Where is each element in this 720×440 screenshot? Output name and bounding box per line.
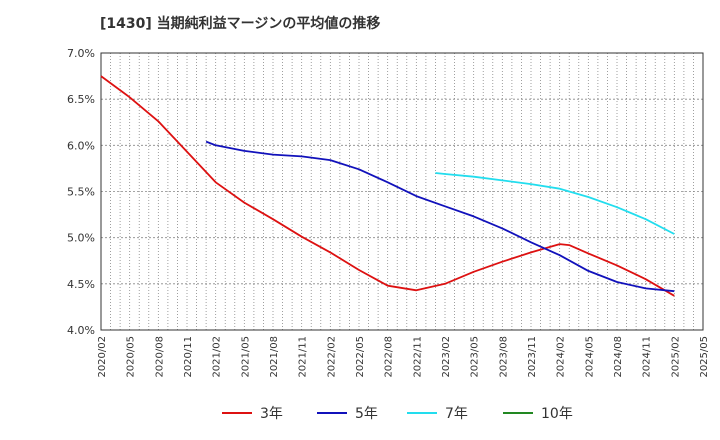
legend-label: 3年 [260,406,283,422]
x-tick-label: 2024/11 [642,336,653,378]
x-tick-label: 2025/05 [699,336,710,378]
x-tick-label: 2021/05 [240,336,251,378]
y-tick-label: 6.0% [67,139,95,152]
x-tick-label: 2020/11 [183,336,194,378]
x-tick-label: 2021/08 [269,336,280,378]
x-tick-label: 2022/05 [355,336,366,378]
legend-label: 10年 [541,406,573,422]
legend-item: 7年 [407,406,468,422]
legend-label: 5年 [355,406,378,422]
x-tick-label: 2023/02 [441,336,452,378]
plot-frame [100,52,704,331]
x-tick-label: 2025/02 [670,336,681,378]
y-tick-label: 4.5% [67,278,95,291]
legend-item: 10年 [503,406,573,422]
x-tick-label: 2024/08 [613,336,624,378]
x-tick-label: 2023/05 [470,336,481,378]
y-tick-label: 6.5% [67,93,95,106]
y-axis-ticks: 7.0% 6.5% 6.0% 5.5% 5.0% 4.5% 4.0% [67,47,95,337]
x-tick-label: 2023/08 [498,336,509,378]
legend-item: 3年 [222,406,283,422]
series-line [205,140,675,293]
x-tick-label: 2021/02 [212,336,223,378]
series-lines [100,75,675,297]
x-tick-label: 2023/11 [527,336,538,378]
series-line [435,172,675,235]
y-tick-label: 7.0% [67,47,95,60]
x-tick-label: 2020/02 [97,336,108,378]
y-tick-label: 5.0% [67,232,95,245]
x-tick-label: 2022/08 [384,336,395,378]
x-tick-label: 2024/02 [556,336,567,378]
x-tick-label: 2020/05 [126,336,137,378]
series-line [100,75,675,297]
legend-label: 7年 [445,406,468,422]
y-tick-label: 5.5% [67,186,95,199]
x-tick-label: 2022/11 [412,336,423,378]
x-tick-label: 2024/05 [584,336,595,378]
x-tick-label: 2021/11 [298,336,309,378]
legend: 3年 5年 7年 10年 [222,406,573,422]
x-axis-ticks: 2020/02 2020/05 2020/08 2020/11 2021/02 2021/… [97,336,710,378]
legend-item: 5年 [317,406,378,422]
chart-title: [1430] 当期純利益マージンの平均値の推移 [100,16,381,32]
y-tick-label: 4.0% [67,324,95,337]
x-tick-label: 2020/08 [154,336,165,378]
x-tick-label: 2022/02 [326,336,337,378]
